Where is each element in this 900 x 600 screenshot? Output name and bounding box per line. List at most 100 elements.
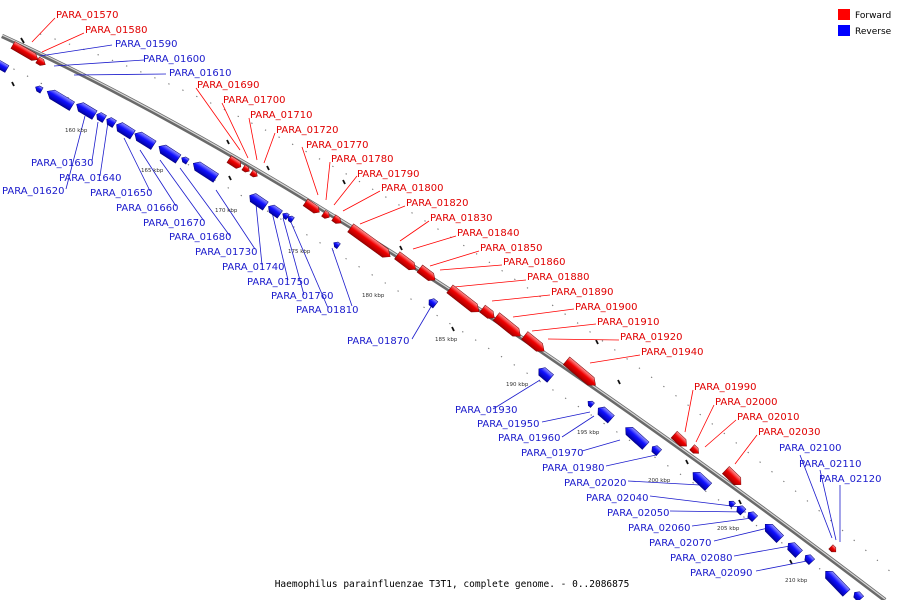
gene-PARA_01600: [35, 85, 44, 94]
gene-label: PARA_02050: [607, 508, 669, 519]
gene-label: PARA_01690: [197, 80, 259, 91]
gene-PARA_01760: [287, 215, 295, 223]
gene-label: PARA_01680: [169, 232, 231, 243]
legend-forward-swatch: [838, 9, 850, 20]
tick-label: 190 kbp: [506, 382, 529, 388]
gene-label: PARA_01760: [271, 291, 333, 302]
gene-label: PARA_02120: [819, 474, 881, 485]
gene-label: PARA_01840: [457, 228, 519, 239]
gene-label: PARA_01830: [430, 213, 492, 224]
gene-PARA_01700: [241, 164, 250, 173]
forward-leader-lines: [31, 17, 758, 465]
gene-PARA_02000: [689, 444, 699, 454]
legend-reverse-swatch: [838, 25, 850, 36]
gene-PARA_02080: [787, 542, 803, 558]
map-caption: Haemophilus parainfluenzae T3T1, complet…: [275, 579, 630, 590]
gene-PARA_01610: [46, 89, 75, 111]
gene-label: PARA_01880: [527, 272, 589, 283]
gene-label: PARA_01590: [115, 39, 177, 50]
gene-label: PARA_02030: [758, 427, 820, 438]
gene-label: PARA_01980: [542, 463, 604, 474]
gene-label: PARA_01660: [116, 203, 178, 214]
gene-PARA_01590: [0, 58, 10, 73]
gene-label: PARA_01580: [85, 25, 147, 36]
gene-PARA_02040: [728, 500, 736, 508]
gene-PARA_01860: [446, 284, 480, 313]
gene-PARA_01970: [625, 427, 650, 450]
gene-label: PARA_01700: [223, 95, 285, 106]
gene-PARA_02050: [736, 505, 747, 516]
gene-label: PARA_01940: [641, 347, 703, 358]
gene-label: PARA_01990: [694, 382, 756, 393]
gene-label: PARA_01800: [381, 183, 443, 194]
tick-label: 185 kbp: [435, 337, 458, 343]
gene-PARA_01750: [282, 212, 290, 220]
gene-label: PARA_01600: [143, 54, 205, 65]
gene-PARA_01870: [428, 298, 439, 309]
gene-label: PARA_01950: [477, 419, 539, 430]
gene-PARA_01680: [181, 156, 190, 165]
reverse-gene-labels: PARA_01590 PARA_01600 PARA_01610 PARA_01…: [2, 39, 881, 579]
legend-reverse-label: Reverse: [855, 27, 892, 37]
gene-PARA_01640: [106, 117, 117, 128]
gene-label: PARA_02010: [737, 412, 799, 423]
tick-label: 170 kbp: [215, 208, 238, 214]
gene-label: PARA_02070: [649, 538, 711, 549]
gene-label: PARA_01630: [31, 158, 93, 169]
gene-PARA_01570: [10, 41, 39, 61]
gene-label: PARA_01890: [551, 287, 613, 298]
gene-label: PARA_01750: [247, 277, 309, 288]
gene-PARA_01620: [76, 102, 98, 120]
gene-label: PARA_01780: [331, 154, 393, 165]
gene-label: PARA_01920: [620, 332, 682, 343]
gene-label: PARA_02090: [690, 568, 752, 579]
gene-label: PARA_01770: [306, 140, 368, 151]
tick-labels: 160 kbp 165 kbp 170 kbp 175 kbp 180 kbp …: [65, 128, 808, 584]
reverse-leader-lines: [39, 44, 841, 572]
gene-PARA_01960: [597, 406, 615, 424]
gene-label: PARA_01820: [406, 198, 468, 209]
gene-label: PARA_02080: [670, 553, 732, 564]
gene-PARA_01670: [158, 144, 182, 164]
tick-label: 200 kbp: [648, 478, 671, 484]
legend: Forward Reverse: [838, 9, 892, 37]
gene-PARA_01580: [35, 56, 46, 66]
tick-label: 205 kbp: [717, 526, 740, 532]
gene-PARA_02030: [721, 466, 742, 486]
gene-PARA_02100: [825, 570, 851, 597]
gene-PARA_01660: [134, 131, 157, 150]
gene-PARA_01990: [670, 430, 687, 447]
gene-PARA_02070: [764, 523, 784, 543]
gene-label: PARA_01910: [597, 317, 659, 328]
tick-label: 195 kbp: [577, 430, 600, 436]
tick-label: 180 kbp: [362, 293, 385, 299]
reverse-genes: [0, 58, 865, 600]
gene-label: PARA_02020: [564, 478, 626, 489]
gene-PARA_01980: [651, 445, 663, 457]
gene-label: PARA_01970: [521, 448, 583, 459]
gene-label: PARA_02100: [779, 443, 841, 454]
gene-label: PARA_01900: [575, 302, 637, 313]
gene-label: PARA_01730: [195, 247, 257, 258]
gene-label: PARA_01570: [56, 10, 118, 21]
gene-PARA_01880: [479, 304, 495, 319]
gene-PARA_02020: [692, 471, 713, 491]
gene-PARA_02090: [804, 554, 816, 566]
gene-label: PARA_01610: [169, 68, 231, 79]
gene-PARA_01780: [321, 210, 330, 219]
gene-PARA_01740: [268, 204, 283, 219]
gene-label: PARA_01850: [480, 243, 542, 254]
gene-label: PARA_02000: [715, 397, 777, 408]
gene-PARA_02060: [747, 511, 759, 523]
gene-label: PARA_01650: [90, 188, 152, 199]
gene-PARA_01810: [333, 241, 341, 249]
tick-label: 210 kbp: [785, 578, 808, 584]
forward-genes: [10, 41, 837, 553]
gene-PARA_01770: [302, 198, 320, 214]
tick-label: 165 kbp: [141, 168, 164, 174]
gene-PARA_01630: [96, 112, 107, 123]
gene-PARA_02120: [853, 591, 865, 600]
gene-label: PARA_01930: [455, 405, 517, 416]
gene-label: PARA_01710: [250, 110, 312, 121]
